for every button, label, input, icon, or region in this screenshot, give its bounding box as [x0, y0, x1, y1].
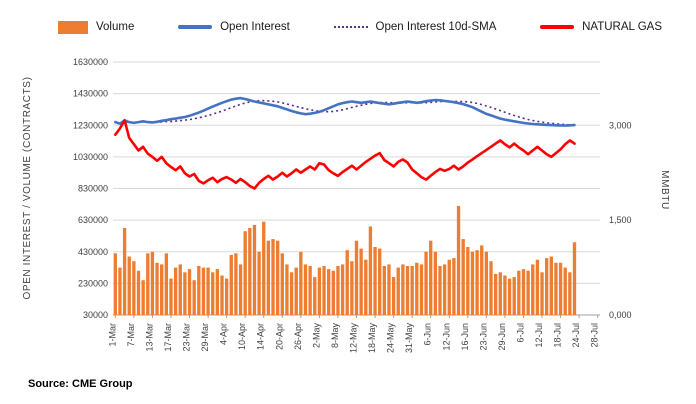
- svg-text:29-Mar: 29-Mar: [200, 323, 210, 352]
- oi-sma-line: [115, 99, 575, 126]
- y-axis-labels-right: 0,000 1,500 3,000: [609, 120, 632, 320]
- svg-text:10-Apr: 10-Apr: [237, 323, 247, 350]
- natural-gas-swatch-icon: [540, 25, 575, 29]
- open-interest-swatch-icon: [178, 25, 213, 29]
- svg-text:26-Apr: 26-Apr: [293, 323, 303, 350]
- legend-item-open-interest: Open Interest: [178, 21, 290, 33]
- svg-text:23-Mar: 23-Mar: [182, 323, 192, 352]
- svg-text:12-Jul: 12-Jul: [534, 323, 544, 348]
- svg-text:230000: 230000: [78, 278, 108, 288]
- svg-text:0,000: 0,000: [609, 310, 632, 320]
- legend-label-natural-gas: NATURAL GAS: [582, 21, 662, 33]
- svg-text:30000: 30000: [83, 310, 108, 320]
- svg-text:3,000: 3,000: [609, 120, 632, 130]
- open-interest-line: [114, 96, 576, 127]
- legend-label-open-interest: Open Interest: [220, 21, 290, 33]
- svg-text:20-Apr: 20-Apr: [274, 323, 284, 350]
- volume-swatch-icon: [58, 20, 88, 34]
- oi-sma-swatch-icon: [333, 26, 368, 28]
- natural-gas-line: [114, 118, 576, 190]
- svg-text:13-Mar: 13-Mar: [144, 323, 154, 352]
- y-axis-labels-left: 30000 230000 430000 630000 830000 1030000 1230…: [73, 57, 108, 320]
- plot-area: 30000 230000 430000 630000 830000 1030000 1230…: [73, 57, 632, 353]
- svg-text:29-Jun: 29-Jun: [497, 323, 507, 351]
- source-label: Source: CME Group: [28, 378, 133, 390]
- svg-text:18-May: 18-May: [367, 323, 377, 354]
- svg-text:6-Jul: 6-Jul: [516, 323, 526, 343]
- svg-text:1030000: 1030000: [73, 152, 108, 162]
- svg-text:12-May: 12-May: [349, 323, 359, 354]
- x-axis-labels: 1-Mar 7-Mar 13-Mar 17-Mar 23-Mar 29-Mar 4-Apr 1…: [107, 323, 599, 354]
- svg-text:430000: 430000: [78, 247, 108, 257]
- legend-label-volume: Volume: [96, 21, 135, 33]
- svg-text:7-Mar: 7-Mar: [126, 323, 136, 347]
- svg-text:23-Jun: 23-Jun: [478, 323, 488, 351]
- svg-text:18-Jul: 18-Jul: [553, 323, 563, 348]
- svg-text:24-Jul: 24-Jul: [571, 323, 581, 348]
- svg-text:4-Apr: 4-Apr: [219, 323, 229, 345]
- svg-text:830000: 830000: [78, 184, 108, 194]
- svg-text:1230000: 1230000: [73, 120, 108, 130]
- svg-text:1430000: 1430000: [73, 89, 108, 99]
- x-axis-ticks: [114, 315, 599, 318]
- svg-text:24-May: 24-May: [386, 323, 396, 354]
- legend-item-oi-sma: Open Interest 10d-SMA: [333, 21, 497, 33]
- svg-text:14-Apr: 14-Apr: [256, 323, 266, 350]
- legend-item-natural-gas: NATURAL GAS: [540, 21, 662, 33]
- svg-text:1-Mar: 1-Mar: [107, 323, 117, 347]
- svg-text:28-Jul: 28-Jul: [590, 323, 600, 348]
- svg-text:12-Jun: 12-Jun: [441, 323, 451, 351]
- legend-item-volume: Volume: [58, 20, 135, 34]
- svg-text:31-May: 31-May: [404, 323, 414, 354]
- svg-text:2-May: 2-May: [311, 323, 321, 349]
- svg-text:1630000: 1630000: [73, 57, 108, 67]
- legend: Volume Open Interest Open Interest 10d-S…: [58, 16, 662, 38]
- svg-text:17-Mar: 17-Mar: [163, 323, 173, 352]
- svg-text:1,500: 1,500: [609, 215, 632, 225]
- legend-label-oi-sma: Open Interest 10d-SMA: [375, 21, 497, 33]
- volume-bars: [113, 205, 577, 316]
- svg-text:16-Jun: 16-Jun: [460, 323, 470, 351]
- svg-text:6-Jun: 6-Jun: [423, 323, 433, 346]
- right-axis-title: MMBTU: [659, 170, 670, 210]
- left-axis-title: OPEN INTEREST / VOLUME (CONTRACTS): [22, 76, 33, 299]
- svg-text:630000: 630000: [78, 215, 108, 225]
- svg-text:8-May: 8-May: [330, 323, 340, 349]
